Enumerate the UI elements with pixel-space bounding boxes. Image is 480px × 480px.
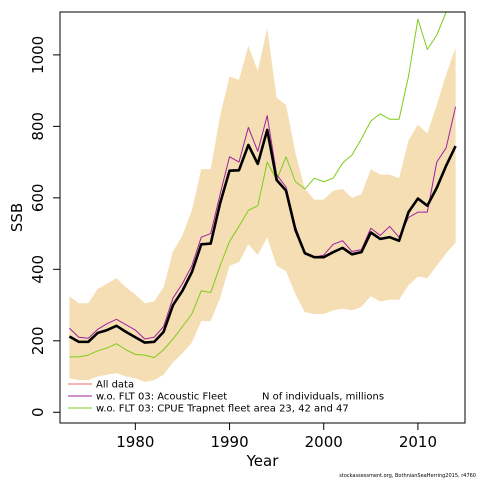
y-axis: 0 200 400 600 800 1000	[29, 36, 60, 417]
y-tick-label-400: 400	[29, 255, 47, 284]
legend-note-units: N of individuals, millions	[262, 392, 384, 403]
y-tick-label-800: 800	[29, 112, 47, 141]
y-axis-title: SSB	[8, 203, 26, 232]
legend: All data w.o. FLT 03: Acoustic Fleet N o…	[68, 380, 384, 415]
series-layer	[68, 12, 457, 359]
x-tick-label-2010: 2010	[399, 433, 437, 451]
legend-label-cpue-trapnet: w.o. FLT 03: CPUE Trapnet fleet area 23,…	[96, 404, 349, 415]
x-tick-label-1990: 1990	[210, 433, 248, 451]
legend-label-acoustic-fleet: w.o. FLT 03: Acoustic Fleet	[96, 392, 227, 403]
y-tick-label-600: 600	[29, 184, 47, 213]
x-axis-title: Year	[246, 452, 280, 470]
series-line-all-data	[68, 128, 457, 344]
confidence-band	[69, 28, 456, 382]
y-tick-label-0: 0	[29, 408, 47, 418]
x-tick-label-2000: 2000	[305, 433, 343, 451]
confidence-band-layer	[69, 28, 456, 382]
plot-frame	[59, 11, 466, 424]
y-tick-label-200: 200	[29, 326, 47, 355]
y-tick-label-1000: 1000	[29, 36, 47, 74]
series-line-cpue-trapnet	[69, 12, 447, 359]
series-line-acoustic-fleet	[69, 106, 457, 340]
footer-credit: stockassessment.org, BothnianSeaHerring2…	[339, 473, 476, 479]
legend-label-all-data: All data	[96, 380, 134, 391]
x-tick-label-1980: 1980	[116, 433, 154, 451]
x-axis: 1980 1990 2000 2010	[116, 423, 437, 451]
